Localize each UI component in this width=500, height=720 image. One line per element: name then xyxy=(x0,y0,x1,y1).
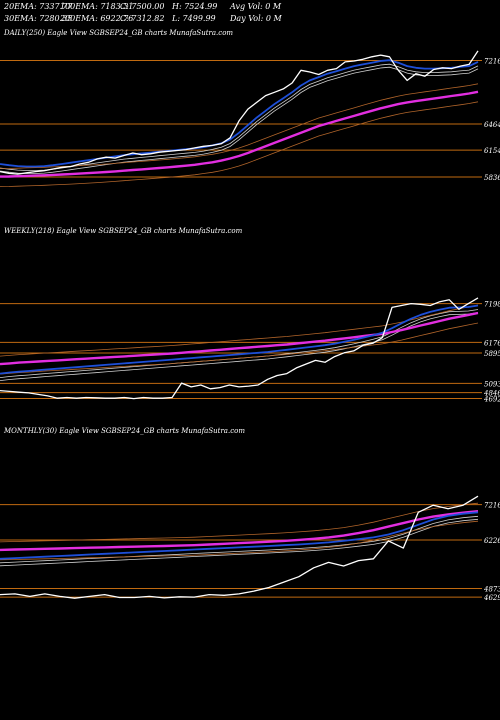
high-readout: H: 7524.99 xyxy=(172,2,218,11)
weekly-level-label: 5093 xyxy=(484,380,500,388)
monthly-level-label: 4629 xyxy=(483,594,500,602)
weekly-level-label: 4692 xyxy=(483,396,500,404)
ema20-readout: 20EMA: 7337.77 xyxy=(4,2,73,11)
close-readout: C: 7500.00 xyxy=(120,2,165,11)
daily-brown-ma-line xyxy=(0,101,479,187)
monthly-ema-fast-line xyxy=(0,511,479,560)
daily-brown-ma-line xyxy=(0,83,479,169)
daily-ema-slow-line xyxy=(0,90,479,178)
weekly-grey-ma-line xyxy=(0,312,479,381)
weekly-panel-title: WEEKLY(218) Eagle View SGBSEP24_GB chart… xyxy=(4,227,243,235)
weekly-level-label: 6176 xyxy=(484,339,500,347)
weekly-price-line xyxy=(0,297,479,400)
daily-level-label: 6154 xyxy=(484,147,500,155)
monthly-ema-slow-line xyxy=(0,510,479,552)
daily-level-label: 6464 xyxy=(484,121,500,129)
monthly-grey-ma-line xyxy=(0,518,479,567)
avg-volume-readout: Avg Vol: 0 M xyxy=(230,2,282,11)
monthly-panel-title: MONTHLY(30) Eagle View SGBSEP24_GB chart… xyxy=(4,427,245,435)
daily-ema-fast-line xyxy=(0,59,479,168)
ema200-readout: 200EMA: 6922.76 xyxy=(60,14,134,23)
weekly-ema-fast-line xyxy=(0,304,479,375)
daily-panel-title: DAILY(250) Eagle View SGBSEP24_GB charts… xyxy=(4,29,234,37)
daily-price-line xyxy=(0,50,479,175)
weekly-brown-ma-line xyxy=(0,322,479,375)
prev-close-readout: C: 7312.82 xyxy=(120,14,165,23)
ema100-readout: 100EMA: 7183.31 xyxy=(60,2,134,11)
weekly-level-label: 7198 xyxy=(484,301,500,309)
monthly-price-line xyxy=(0,495,479,599)
monthly-level-label: 4873 xyxy=(483,585,500,593)
daily-level-label: 5836 xyxy=(484,174,500,182)
monthly-level-label: 6226 xyxy=(484,537,500,545)
day-volume-readout: Day Vol: 0 M xyxy=(230,14,282,23)
low-readout: L: 7499.99 xyxy=(172,14,216,23)
monthly-brown-ma-line xyxy=(0,520,479,561)
ema30-readout: 30EMA: 7280.35 xyxy=(4,14,73,23)
monthly-brown-ma-line xyxy=(0,502,479,543)
weekly-level-label: 4846 xyxy=(483,390,500,398)
weekly-brown-ma-line xyxy=(0,304,479,357)
weekly-ema-slow-line xyxy=(0,311,479,366)
monthly-grey-ma-line xyxy=(0,515,479,564)
